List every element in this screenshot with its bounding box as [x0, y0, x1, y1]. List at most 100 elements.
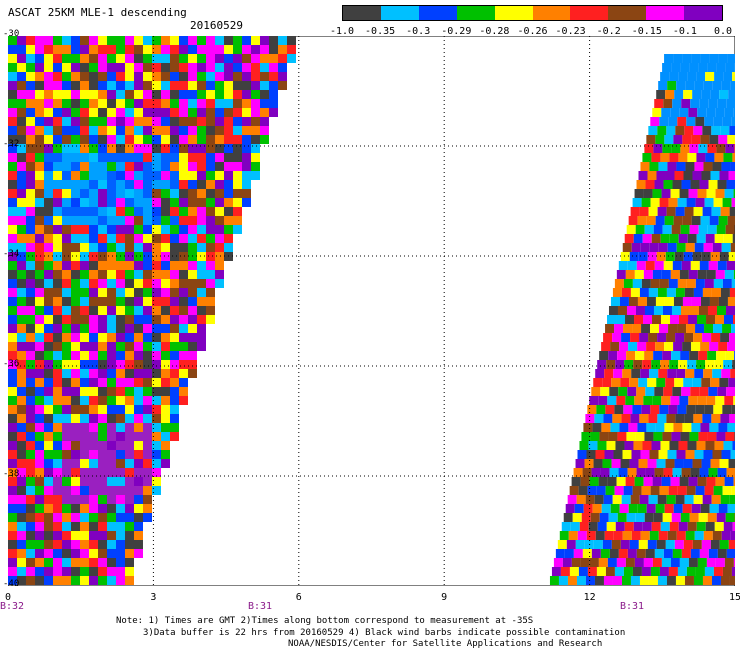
swath-cell	[633, 360, 643, 369]
swath-cell	[700, 342, 710, 351]
swath-cell	[53, 414, 62, 423]
swath-cell	[35, 369, 44, 378]
swath-cell	[143, 414, 152, 423]
latitude-label: -30	[3, 29, 20, 39]
swath-cell	[683, 171, 693, 180]
swath-cells	[8, 36, 735, 585]
swath-cell	[26, 270, 35, 279]
swath-cell	[715, 315, 725, 324]
swath-cell	[107, 324, 116, 333]
swath-cell	[703, 81, 713, 90]
swath-cell	[35, 342, 44, 351]
swath-cell	[152, 45, 161, 54]
colorbar-tick-label: -0.35	[365, 26, 396, 37]
swath-cell	[655, 135, 665, 144]
swath-cell	[729, 576, 735, 585]
swath-cell	[98, 63, 107, 72]
swath-cell	[215, 261, 224, 270]
swath-cell	[53, 342, 62, 351]
swath-cell	[161, 450, 170, 459]
swath-cell	[62, 180, 71, 189]
swath-cell	[116, 180, 125, 189]
swath-cell	[8, 225, 17, 234]
swath-cell	[690, 468, 700, 477]
swath-cell	[641, 567, 651, 576]
swath-cell	[152, 162, 161, 171]
swath-cell	[666, 576, 676, 585]
swath-cell	[619, 423, 629, 432]
swath-cell	[676, 369, 686, 378]
swath-cell	[710, 378, 720, 387]
swath-cell	[675, 288, 685, 297]
swath-cell	[634, 558, 644, 567]
swath-cell	[134, 36, 143, 45]
swath-cell	[35, 315, 44, 324]
swath-cell	[197, 324, 206, 333]
swath-cell	[206, 252, 215, 261]
swath-cell	[206, 90, 215, 99]
swath-cell	[206, 63, 215, 72]
swath-cell	[731, 567, 735, 576]
swath-cell	[116, 225, 125, 234]
swath-cell	[553, 558, 563, 567]
swath-cell	[612, 576, 622, 585]
swath-cell	[713, 117, 723, 126]
swath-cell	[614, 279, 624, 288]
swath-cell	[80, 144, 89, 153]
swath-cell	[116, 171, 125, 180]
swath-cell	[98, 270, 107, 279]
swath-cell	[666, 126, 676, 135]
swath-cell	[17, 135, 26, 144]
swath-cell	[715, 558, 725, 567]
swath-cell	[643, 558, 653, 567]
swath-cell	[693, 288, 703, 297]
swath-cell	[134, 477, 143, 486]
swath-cell	[233, 72, 242, 81]
swath-cell	[107, 126, 116, 135]
swath-cell	[658, 243, 668, 252]
swath-cell	[62, 459, 71, 468]
swath-cell	[107, 333, 116, 342]
swath-cell	[107, 450, 116, 459]
swath-cell	[695, 405, 705, 414]
swath-cell	[576, 576, 586, 585]
swath-cell	[17, 549, 26, 558]
swath-cell	[179, 72, 188, 81]
swath-cell	[573, 549, 583, 558]
swath-cell	[107, 441, 116, 450]
swath-cell	[607, 315, 617, 324]
swath-cell	[629, 459, 639, 468]
swath-cell	[657, 576, 667, 585]
swath-cell	[579, 522, 589, 531]
swath-cell	[116, 495, 125, 504]
swath-cell	[125, 72, 134, 81]
swath-cell	[673, 297, 683, 306]
swath-cell	[143, 180, 152, 189]
swath-cell	[630, 414, 640, 423]
swath-cell	[53, 522, 62, 531]
swath-cell	[8, 153, 17, 162]
swath-cell	[143, 504, 152, 513]
swath-cell	[8, 576, 17, 585]
swath-cell	[565, 504, 575, 513]
swath-cell	[197, 90, 206, 99]
swath-cell	[53, 180, 62, 189]
swath-cell	[594, 495, 604, 504]
swath-cell	[26, 387, 35, 396]
swath-cell	[62, 504, 71, 513]
swath-cell	[125, 279, 134, 288]
swath-cell	[603, 333, 613, 342]
swath-cell	[35, 477, 44, 486]
swath-cell	[583, 423, 593, 432]
swath-cell	[26, 576, 35, 585]
swath-cell	[637, 342, 647, 351]
swath-cell	[197, 225, 206, 234]
swath-cell	[17, 189, 26, 198]
swath-cell	[80, 369, 89, 378]
swath-cell	[89, 126, 98, 135]
swath-cell	[71, 81, 80, 90]
swath-cell	[26, 459, 35, 468]
swath-cell	[674, 90, 684, 99]
swath-cell	[17, 99, 26, 108]
swath-cell	[652, 108, 662, 117]
